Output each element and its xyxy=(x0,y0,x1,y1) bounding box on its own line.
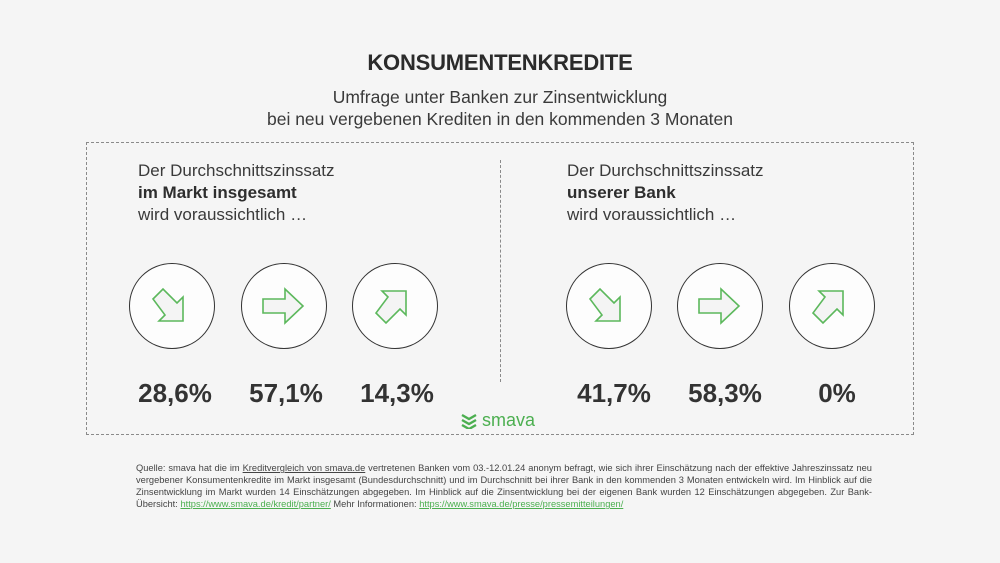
source-body: vertretenen Banken vom 03.-12.01.24 anon… xyxy=(136,463,872,509)
dashed-frame xyxy=(86,142,914,435)
kreditvergleich-link[interactable]: Kreditvergleich von smava.de xyxy=(242,463,366,473)
panel-market-line1: Der Durchschnittszinssatz xyxy=(138,161,335,180)
source-more-info: Mehr Informationen: xyxy=(330,499,420,509)
market-same-value: 57,1% xyxy=(249,378,323,408)
panel-divider xyxy=(500,160,501,382)
bank-same-value: 58,3% xyxy=(688,378,762,408)
market-decrease-value: 28,6% xyxy=(138,378,212,408)
arrow-down-right-icon xyxy=(566,263,652,349)
arrow-up-right-icon xyxy=(352,263,438,349)
smava-chevron-icon xyxy=(461,413,477,429)
panel-bank-line1: Der Durchschnittszinssatz xyxy=(567,161,764,180)
smava-logo: smava xyxy=(461,410,535,431)
bank-increase-value: 0% xyxy=(818,378,856,408)
bank-overview-link[interactable]: https://www.smava.de/kredit/partner/ xyxy=(180,499,331,509)
press-releases-link[interactable]: https://www.smava.de/presse/pressemittei… xyxy=(419,499,624,509)
arrow-up-right-icon xyxy=(789,263,875,349)
source-prefix: Quelle: smava hat die im xyxy=(136,463,243,473)
panel-market-bold: im Markt insgesamt xyxy=(138,183,297,202)
panel-bank-heading: Der Durchschnittszinssatz unserer Bank w… xyxy=(567,160,764,226)
source-note: Quelle: smava hat die im Kreditvergleich… xyxy=(136,462,872,510)
bank-decrease-value: 41,7% xyxy=(577,378,651,408)
arrow-right-icon xyxy=(677,263,763,349)
panel-bank-line3: wird voraussichtlich … xyxy=(567,205,737,224)
subtitle: Umfrage unter Banken zur Zinsentwicklung… xyxy=(0,86,1000,130)
panel-market-line3: wird voraussichtlich … xyxy=(138,205,308,224)
panel-bank-bold: unserer Bank xyxy=(567,183,676,202)
subtitle-line-1: Umfrage unter Banken zur Zinsentwicklung xyxy=(332,87,668,107)
subtitle-line-2: bei neu vergebenen Krediten in den komme… xyxy=(266,109,734,129)
arrow-down-right-icon xyxy=(129,263,215,349)
page-title: KONSUMENTENKREDITE xyxy=(367,50,633,75)
logo-text: smava xyxy=(482,410,536,430)
panel-market-heading: Der Durchschnittszinssatz im Markt insge… xyxy=(138,160,335,226)
arrow-right-icon xyxy=(241,263,327,349)
market-increase-value: 14,3% xyxy=(360,378,434,408)
